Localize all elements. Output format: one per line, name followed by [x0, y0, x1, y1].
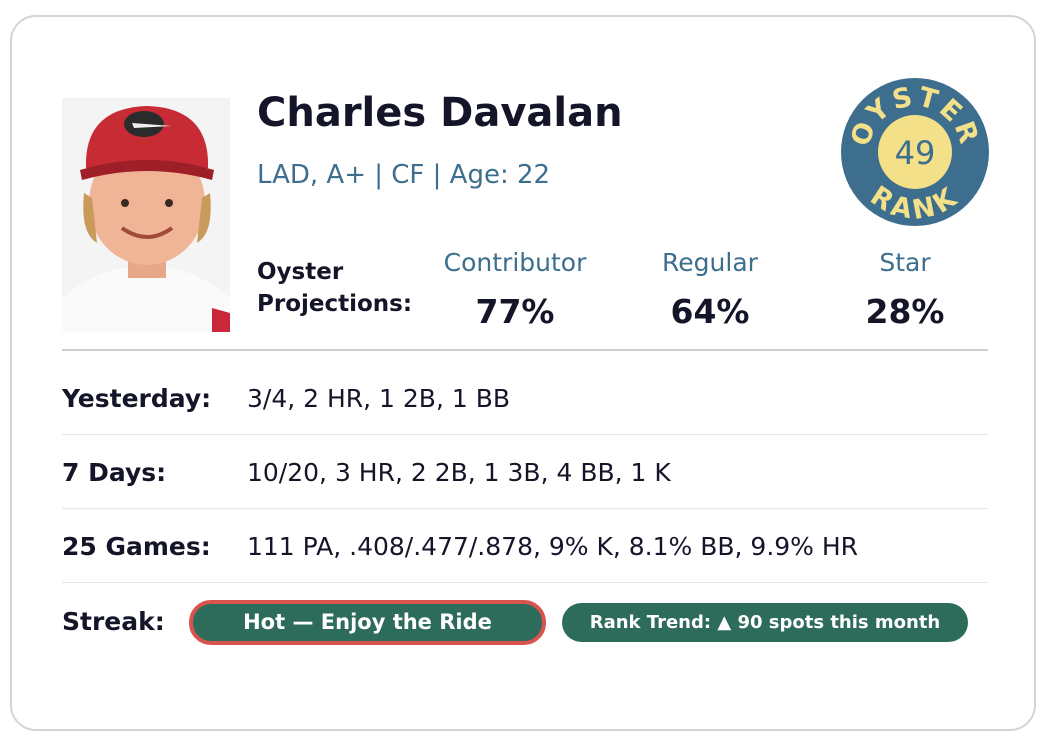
row-separator	[62, 434, 988, 435]
player-photo	[62, 98, 230, 332]
projection-value: 28%	[865, 292, 945, 331]
divider	[62, 349, 988, 351]
stat-value: 111 PA, .408/.477/.878, 9% K, 8.1% BB, 9…	[247, 532, 859, 561]
rank-trend-pill: Rank Trend: ▲ 90 spots this month	[562, 603, 968, 642]
projection-label: Star	[879, 248, 931, 277]
projection-label: Contributor	[443, 248, 587, 277]
streak-status-pill: Hot — Enjoy the Ride	[189, 600, 546, 645]
stat-label: 25 Games:	[62, 532, 211, 561]
projection-value: 77%	[475, 292, 555, 331]
player-name: Charles Davalan	[257, 90, 623, 136]
badge-rank: 49	[895, 134, 936, 172]
projection-label: Regular	[662, 248, 758, 277]
streak-label: Streak:	[62, 607, 165, 636]
stat-label: 7 Days:	[62, 458, 167, 487]
row-separator	[62, 508, 988, 509]
oyster-rank-badge: OYSTER RANK 49	[841, 78, 989, 226]
stat-value: 10/20, 3 HR, 2 2B, 1 3B, 4 BB, 1 K	[247, 458, 671, 487]
stat-value: 3/4, 2 HR, 1 2B, 1 BB	[247, 384, 511, 413]
player-details: LAD, A+ | CF | Age: 22	[257, 160, 551, 190]
projection-value: 64%	[670, 292, 750, 331]
projections-label: Oyster Projections:	[257, 259, 413, 317]
player-card	[10, 15, 1036, 731]
row-separator	[62, 582, 988, 583]
stat-label: Yesterday:	[62, 384, 212, 413]
